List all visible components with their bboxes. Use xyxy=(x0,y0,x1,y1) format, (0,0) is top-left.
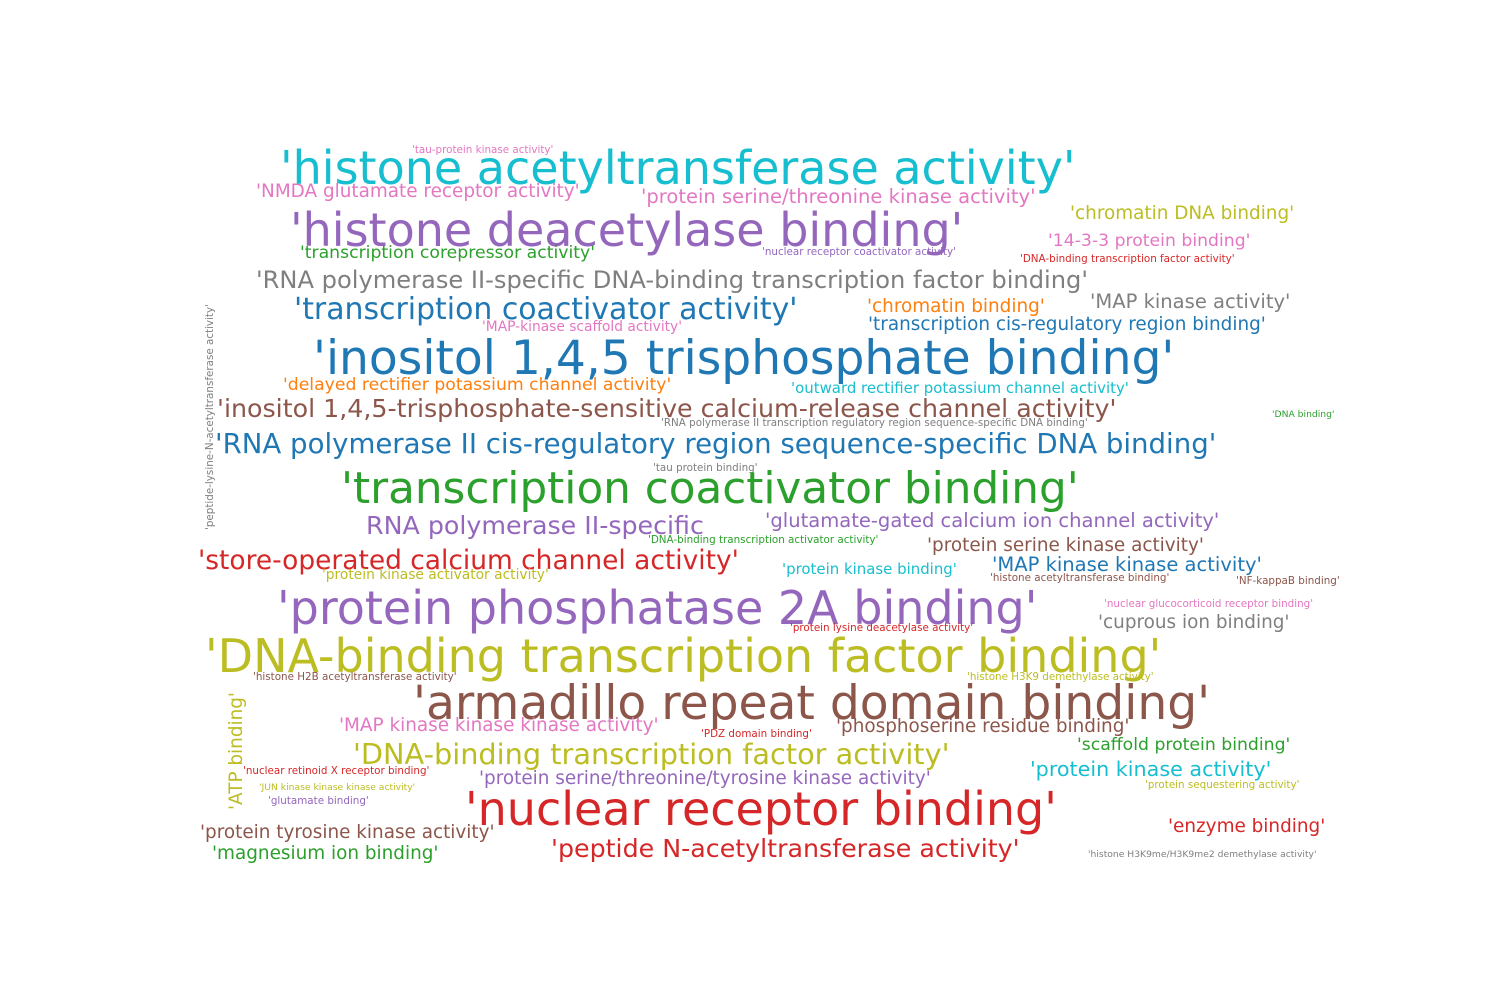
word-24: 'tau protein binding' xyxy=(653,462,758,474)
word-58: 'enzyme binding' xyxy=(1168,816,1326,837)
word-43: 'ATP binding' xyxy=(226,692,247,810)
word-55: 'glutamate binding' xyxy=(268,795,369,807)
word-38: 'protein lysine deacetylase activity' xyxy=(790,622,974,634)
word-7: 'transcription corepressor activity' xyxy=(300,243,596,263)
word-15: 'MAP-kinase scaffold activity' xyxy=(482,319,683,335)
word-27: 'glutamate-gated calcium ion channel act… xyxy=(765,509,1220,532)
word-61: 'histone H3K9me/H3K9me2 demethylase acti… xyxy=(1088,849,1317,860)
word-42: 'histone H3K9 demethylase activity' xyxy=(967,671,1154,683)
word-13: 'MAP kinase activity' xyxy=(1090,290,1291,313)
word-0: 'histone acetyltransferase activity' xyxy=(280,141,1076,195)
word-17: 'inositol 1,4,5 trisphosphate binding' xyxy=(313,331,1175,386)
word-56: 'nuclear receptor binding' xyxy=(465,782,1057,836)
word-39: 'cuprous ion binding' xyxy=(1098,612,1290,633)
word-47: 'phosphoserine residue binding' xyxy=(836,716,1130,737)
word-46: 'PDZ domain binding' xyxy=(701,728,812,740)
word-30: 'store-operated calcium channel activity… xyxy=(198,545,739,576)
word-6: '14-3-3 protein binding' xyxy=(1048,231,1251,251)
word-41: 'histone H2B acetyltransferase activity' xyxy=(253,671,457,683)
word-28: 'DNA-binding transcription activator act… xyxy=(648,534,879,546)
word-60: 'peptide N-acetyltransferase activity' xyxy=(551,834,1020,863)
word-54: 'protein sequestering activity' xyxy=(1145,779,1300,791)
word-9: 'DNA-binding transcription factor activi… xyxy=(1020,253,1235,265)
word-1: 'tau-protein kinase activity' xyxy=(412,144,554,156)
word-45: 'MAP kinase kinase kinase activity' xyxy=(339,715,659,736)
word-31: 'protein kinase activator activity' xyxy=(322,567,549,583)
word-10: 'RNA polymerase II-specific DNA-binding … xyxy=(256,266,1088,294)
word-35: 'NF-kappaB binding' xyxy=(1236,575,1340,587)
word-34: 'histone acetyltransferase binding' xyxy=(990,572,1170,584)
word-8: 'nuclear receptor coactivator activity' xyxy=(762,246,957,258)
word-44: 'armadillo repeat domain binding' xyxy=(413,676,1211,731)
word-49: 'scaffold protein binding' xyxy=(1077,735,1291,755)
word-4: 'histone deacetylase binding' xyxy=(290,203,964,257)
word-12: 'chromatin binding' xyxy=(867,296,1045,317)
word-26: RNA polymerase II-specific xyxy=(366,511,704,540)
word-53: 'JUN kinase kinase kinase activity' xyxy=(259,782,416,793)
word-16: 'peptide-lysine-N-acetyltransferase acti… xyxy=(204,304,216,530)
word-19: 'outward rectifier potassium channel act… xyxy=(791,379,1129,397)
word-29: 'protein serine kinase activity' xyxy=(927,535,1204,556)
word-3: 'protein serine/threonine kinase activit… xyxy=(641,185,1036,208)
word-21: 'DNA binding' xyxy=(1272,409,1335,420)
word-25: 'transcription coactivator binding' xyxy=(341,463,1079,514)
word-22: 'RNA polymerase II transcription regulat… xyxy=(661,417,1088,429)
word-33: 'MAP kinase kinase activity' xyxy=(992,553,1262,576)
word-50: 'nuclear retinoid X receptor binding' xyxy=(243,765,430,777)
word-32: 'protein kinase binding' xyxy=(782,560,957,578)
word-40: 'DNA-binding transcription factor bindin… xyxy=(205,629,1162,683)
word-37: 'nuclear glucocorticoid receptor binding… xyxy=(1104,598,1314,610)
word-2: 'NMDA glutamate receptor activity' xyxy=(256,181,580,202)
word-51: 'protein serine/threonine/tyrosine kinas… xyxy=(479,768,931,789)
word-23: 'RNA polymerase II cis-regulatory region… xyxy=(215,427,1217,460)
word-36: 'protein phosphatase 2A binding' xyxy=(277,581,1038,635)
word-14: 'transcription cis-regulatory region bin… xyxy=(868,314,1266,335)
word-57: 'protein tyrosine kinase activity' xyxy=(200,822,495,843)
word-48: 'DNA-binding transcription factor activi… xyxy=(353,737,950,771)
word-52: 'protein kinase activity' xyxy=(1030,757,1272,781)
word-18: 'delayed rectifier potassium channel act… xyxy=(283,375,672,395)
word-20: 'inositol 1,4,5-trisphosphate-sensitive … xyxy=(217,394,1117,423)
word-59: 'magnesium ion binding' xyxy=(212,843,439,864)
word-11: 'transcription coactivator activity' xyxy=(294,292,798,327)
word-5: 'chromatin DNA binding' xyxy=(1070,203,1295,224)
